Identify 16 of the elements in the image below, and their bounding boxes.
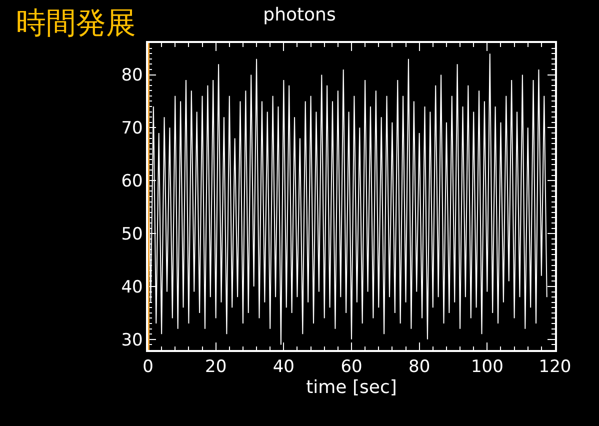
x-tick-label: 120 [538, 357, 572, 378]
x-axis-title: time [sec] [306, 377, 397, 398]
y-tick-label: 30 [121, 330, 143, 350]
y-tick-label: 40 [121, 277, 143, 298]
y-tick-label: 50 [121, 224, 143, 244]
x-tick-label: 100 [470, 357, 504, 378]
x-tick-label: 60 [340, 357, 362, 378]
x-tick-label: 80 [408, 357, 430, 378]
x-tick-label: 40 [272, 357, 294, 378]
x-tick-label: 20 [205, 357, 227, 378]
text: 時間発展 [16, 6, 136, 41]
y-tick-label: 80 [121, 66, 143, 86]
y-tick-label: 70 [121, 118, 143, 139]
chart-title: photons [263, 4, 336, 26]
y-tick-label: 60 [121, 172, 143, 192]
x-tick-label: 0 [142, 357, 154, 378]
